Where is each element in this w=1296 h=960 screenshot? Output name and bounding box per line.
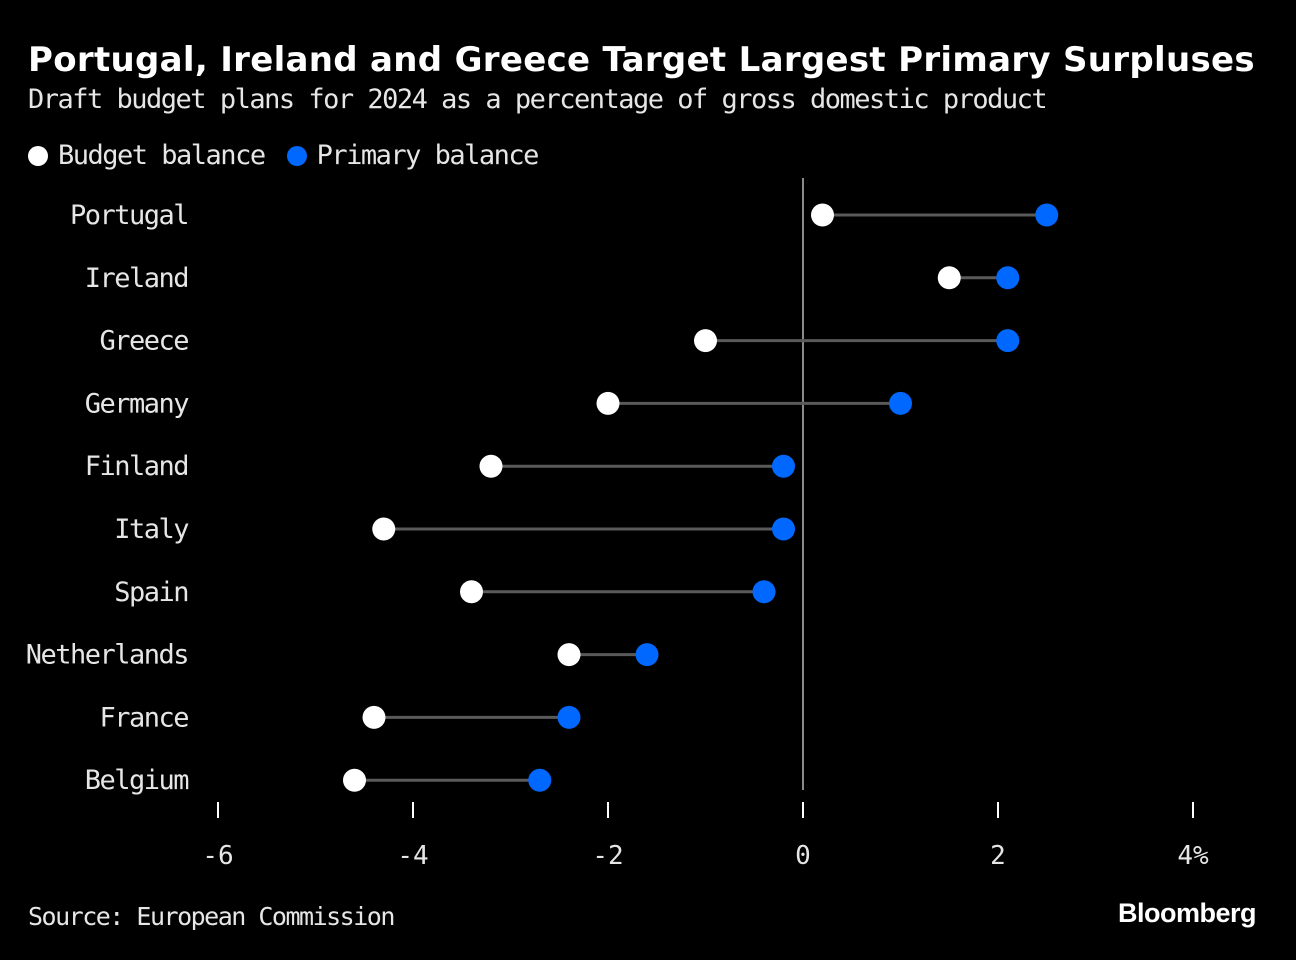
category-label: Finland — [85, 451, 188, 482]
x-tick-label: -6 — [202, 841, 233, 871]
budget-balance-dot — [694, 329, 717, 353]
category-label: Portugal — [70, 200, 188, 231]
primary-balance-dot — [528, 768, 552, 792]
budget-balance-dot — [596, 391, 620, 415]
category-label: Netherlands — [26, 640, 188, 671]
x-tick-label: 2 — [990, 841, 1006, 871]
category-label: Germany — [85, 388, 190, 419]
chart-subtitle: Draft budget plans for 2024 as a percent… — [28, 84, 1048, 115]
budget-balance-dot — [362, 705, 386, 729]
category-label: Italy — [114, 514, 189, 545]
legend-item-primary: Primary balance — [286, 140, 540, 171]
category-label: Belgium — [85, 765, 189, 796]
category-label: Spain — [114, 577, 188, 608]
budget-balance-dot — [557, 643, 581, 667]
category-label: Greece — [99, 326, 188, 357]
budget-balance-dot — [811, 203, 834, 227]
primary-balance-dot — [772, 454, 795, 478]
primary-balance-dot — [772, 517, 795, 541]
primary-balance-dot — [996, 266, 1020, 290]
primary-balance-dot — [752, 580, 776, 604]
primary-balance-dot — [557, 705, 581, 729]
legend-swatch-budget — [28, 145, 48, 166]
category-label: France — [99, 702, 188, 733]
source-note: Source: European Commission — [28, 902, 395, 931]
budget-balance-dot — [460, 580, 483, 604]
legend-label-budget: Budget balance — [58, 140, 266, 171]
primary-balance-dot — [635, 643, 659, 667]
budget-balance-dot — [479, 454, 503, 478]
budget-balance-dot — [343, 768, 366, 792]
x-tick-label: 4% — [1177, 841, 1209, 871]
budget-balance-dot — [937, 266, 961, 290]
x-tick-label: 0 — [795, 841, 811, 871]
bloomberg-logo: Bloomberg — [1117, 898, 1257, 928]
primary-balance-dot — [1035, 203, 1059, 227]
budget-balance-dot — [372, 517, 396, 541]
x-tick-label: -4 — [397, 841, 428, 871]
legend-swatch-primary — [286, 145, 307, 166]
legend-label-primary: Primary balance — [316, 140, 540, 171]
category-label: Ireland — [85, 263, 188, 294]
primary-balance-dot — [996, 329, 1020, 353]
chart-title: Portugal, Ireland and Greece Target Larg… — [28, 40, 1255, 80]
x-tick-label: -2 — [592, 841, 623, 871]
primary-balance-dot — [889, 391, 912, 415]
legend-item-budget: Budget balance — [28, 140, 266, 171]
legend: Budget balance Primary balance — [28, 140, 560, 171]
